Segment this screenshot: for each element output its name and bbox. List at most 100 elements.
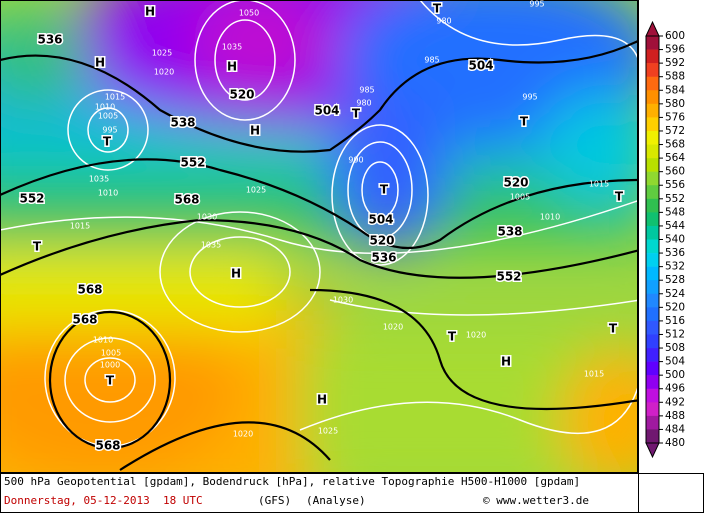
colorbar-tick-label: 600 (665, 30, 685, 42)
colorbar-tick-label: 516 (665, 315, 685, 327)
geopotential-label: 568 (174, 193, 199, 207)
geopotential-label: 536 (371, 251, 396, 265)
geopotential-label: 504 (368, 213, 393, 227)
pressure-center-label: H (231, 267, 241, 281)
isobar-label: 980 (356, 99, 371, 108)
colorbar-tick-label: 548 (665, 206, 685, 218)
isobar-label: 1025 (318, 427, 338, 436)
isobar-label: 1015 (70, 222, 90, 231)
isobar-label: 995 (529, 0, 544, 9)
footer-credit: © www.wetter3.de (483, 494, 589, 507)
isobar-label: 985 (359, 86, 374, 95)
isobar-label: 1030 (197, 213, 217, 222)
isobar-label: 1010 (540, 213, 560, 222)
geopotential-label: 520 (229, 88, 254, 102)
isobar-label: 980 (436, 17, 451, 26)
colorbar-tick-label: 556 (665, 179, 685, 191)
isobar-label: 995 (522, 93, 537, 102)
colorbar-tick-label: 552 (665, 193, 685, 205)
pressure-center-label: T (448, 330, 457, 344)
colorbar-tick-label: 528 (665, 274, 685, 286)
colorbar-band (646, 212, 659, 227)
colorbar-tick-label: 584 (665, 84, 685, 96)
pressure-center-label: H (145, 5, 155, 19)
isobar-label: 1030 (333, 296, 353, 305)
colorbar-band (646, 348, 659, 362)
colorbar-tick-label: 480 (665, 437, 685, 449)
pressure-center-label: H (250, 124, 260, 138)
colorbar-band (646, 361, 659, 376)
colorbar-band (646, 266, 659, 281)
isobar-label: 1020 (383, 323, 403, 332)
isobar-label: 1000 (100, 361, 120, 370)
colorbar-band (646, 280, 659, 295)
colorbar-tick-label: 520 (665, 301, 685, 313)
colorbar-band (646, 239, 659, 254)
geopotential-label: 568 (77, 283, 102, 297)
geopotential-label: 536 (37, 33, 62, 47)
isobar-label: 1035 (201, 241, 221, 250)
isobar-label: 1025 (152, 49, 172, 58)
isobar-label: 1050 (239, 9, 259, 18)
isobars (0, 0, 638, 447)
geopotential-label: 552 (496, 270, 521, 284)
geopotential-label: 504 (314, 104, 339, 118)
isobar-label: 1020 (154, 68, 174, 77)
pressure-center-label: H (317, 393, 327, 407)
geopotential-label: 568 (95, 439, 120, 453)
geopotential-label: 504 (468, 59, 493, 73)
colorbar-band (646, 415, 659, 430)
colorbar-band (646, 36, 659, 50)
isobar-label: 1010 (93, 336, 113, 345)
footer-run: (Analyse) (306, 494, 366, 507)
colorbar-tick-label: 572 (665, 125, 685, 137)
isobar-label: 1020 (233, 430, 253, 439)
colorbar-arrow-top (645, 20, 660, 37)
colorbar-tick-label: 580 (665, 98, 685, 110)
pressure-center-label: H (227, 60, 237, 74)
colorbar-band (646, 293, 659, 308)
colorbar-band (646, 375, 659, 390)
pressure-center-label: H (501, 355, 511, 369)
colorbar-tick-label: 512 (665, 328, 685, 340)
colorbar-tick-label: 496 (665, 383, 685, 395)
pressure-center-label: T (520, 115, 529, 129)
footer-title: 500 hPa Geopotential [gpdam], Bodendruck… (4, 475, 581, 488)
map-field (0, 0, 638, 473)
colorbar-band (646, 225, 659, 240)
colorbar-band (646, 185, 659, 200)
pressure-center-label: T (433, 2, 442, 16)
pressure-center-label: T (352, 107, 361, 121)
isobar-label: 1005 (98, 112, 118, 121)
isobar-label: 1005 (101, 349, 121, 358)
colorbar-band (646, 307, 659, 322)
isobar-label: 1015 (589, 180, 609, 189)
colorbar-band (646, 63, 659, 77)
isobar-label: 985 (424, 56, 439, 65)
pressure-center-label: T (103, 135, 112, 149)
colorbar-band (646, 103, 659, 118)
colorbar-tick-label: 596 (665, 44, 685, 56)
colorbar-band (646, 117, 659, 132)
isobar-label: 1010 (98, 189, 118, 198)
colorbar-tick-label: 560 (665, 166, 685, 178)
isobar-label: 1005 (510, 193, 530, 202)
geopotential-label: 520 (503, 176, 528, 190)
pressure-center-label: T (33, 240, 42, 254)
colorbar-band (646, 334, 659, 349)
isobar-label: 1010 (95, 103, 115, 112)
pressure-center-label: H (95, 56, 105, 70)
geopotential-lines (0, 39, 638, 471)
colorbar-band (646, 144, 659, 159)
colorbar-tick-label: 532 (665, 261, 685, 273)
geopotential-label: 552 (19, 192, 44, 206)
isobar-label: 1020 (466, 331, 486, 340)
isobar-label: 1035 (222, 43, 242, 52)
colorbar-band (646, 76, 659, 91)
pressure-center-label: T (106, 374, 115, 388)
colorbar-band (646, 320, 659, 335)
pressure-center-label: T (609, 322, 618, 336)
colorbar-tick-label: 592 (665, 57, 685, 69)
colorbar-tick-label: 500 (665, 369, 685, 381)
